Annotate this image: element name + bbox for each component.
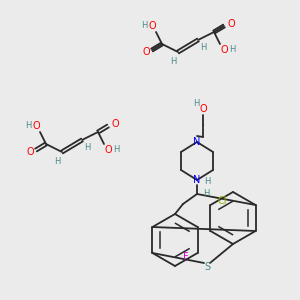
Text: H: H: [141, 22, 147, 31]
Text: H: H: [113, 146, 119, 154]
Text: H: H: [170, 56, 176, 65]
Text: N: N: [193, 175, 201, 185]
Text: H: H: [200, 44, 206, 52]
Text: O: O: [111, 119, 119, 129]
Text: H: H: [193, 98, 199, 107]
Text: O: O: [26, 147, 34, 157]
Text: O: O: [199, 104, 207, 114]
Text: H: H: [203, 188, 209, 197]
Text: Cl: Cl: [218, 196, 227, 206]
Text: S: S: [204, 262, 210, 272]
Text: O: O: [104, 145, 112, 155]
Text: O: O: [227, 19, 235, 29]
Text: F: F: [183, 252, 188, 262]
Text: H: H: [229, 46, 235, 55]
Text: H: H: [25, 122, 31, 130]
Text: H: H: [204, 178, 210, 187]
Text: O: O: [32, 121, 40, 131]
Text: O: O: [148, 21, 156, 31]
Text: H: H: [54, 157, 60, 166]
Text: O: O: [220, 45, 228, 55]
Text: H: H: [84, 143, 90, 152]
Text: N: N: [193, 137, 201, 147]
Text: O: O: [142, 47, 150, 57]
